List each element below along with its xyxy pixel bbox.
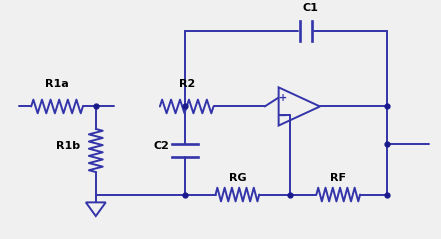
- Text: RG: RG: [228, 173, 246, 183]
- Text: C2: C2: [153, 141, 169, 151]
- Text: R2: R2: [179, 79, 195, 89]
- Text: −: −: [279, 110, 287, 120]
- Text: C1: C1: [303, 4, 319, 13]
- Text: +: +: [279, 92, 287, 103]
- Text: R1a: R1a: [45, 79, 69, 89]
- Text: RF: RF: [330, 173, 346, 183]
- Text: R1b: R1b: [56, 141, 80, 151]
